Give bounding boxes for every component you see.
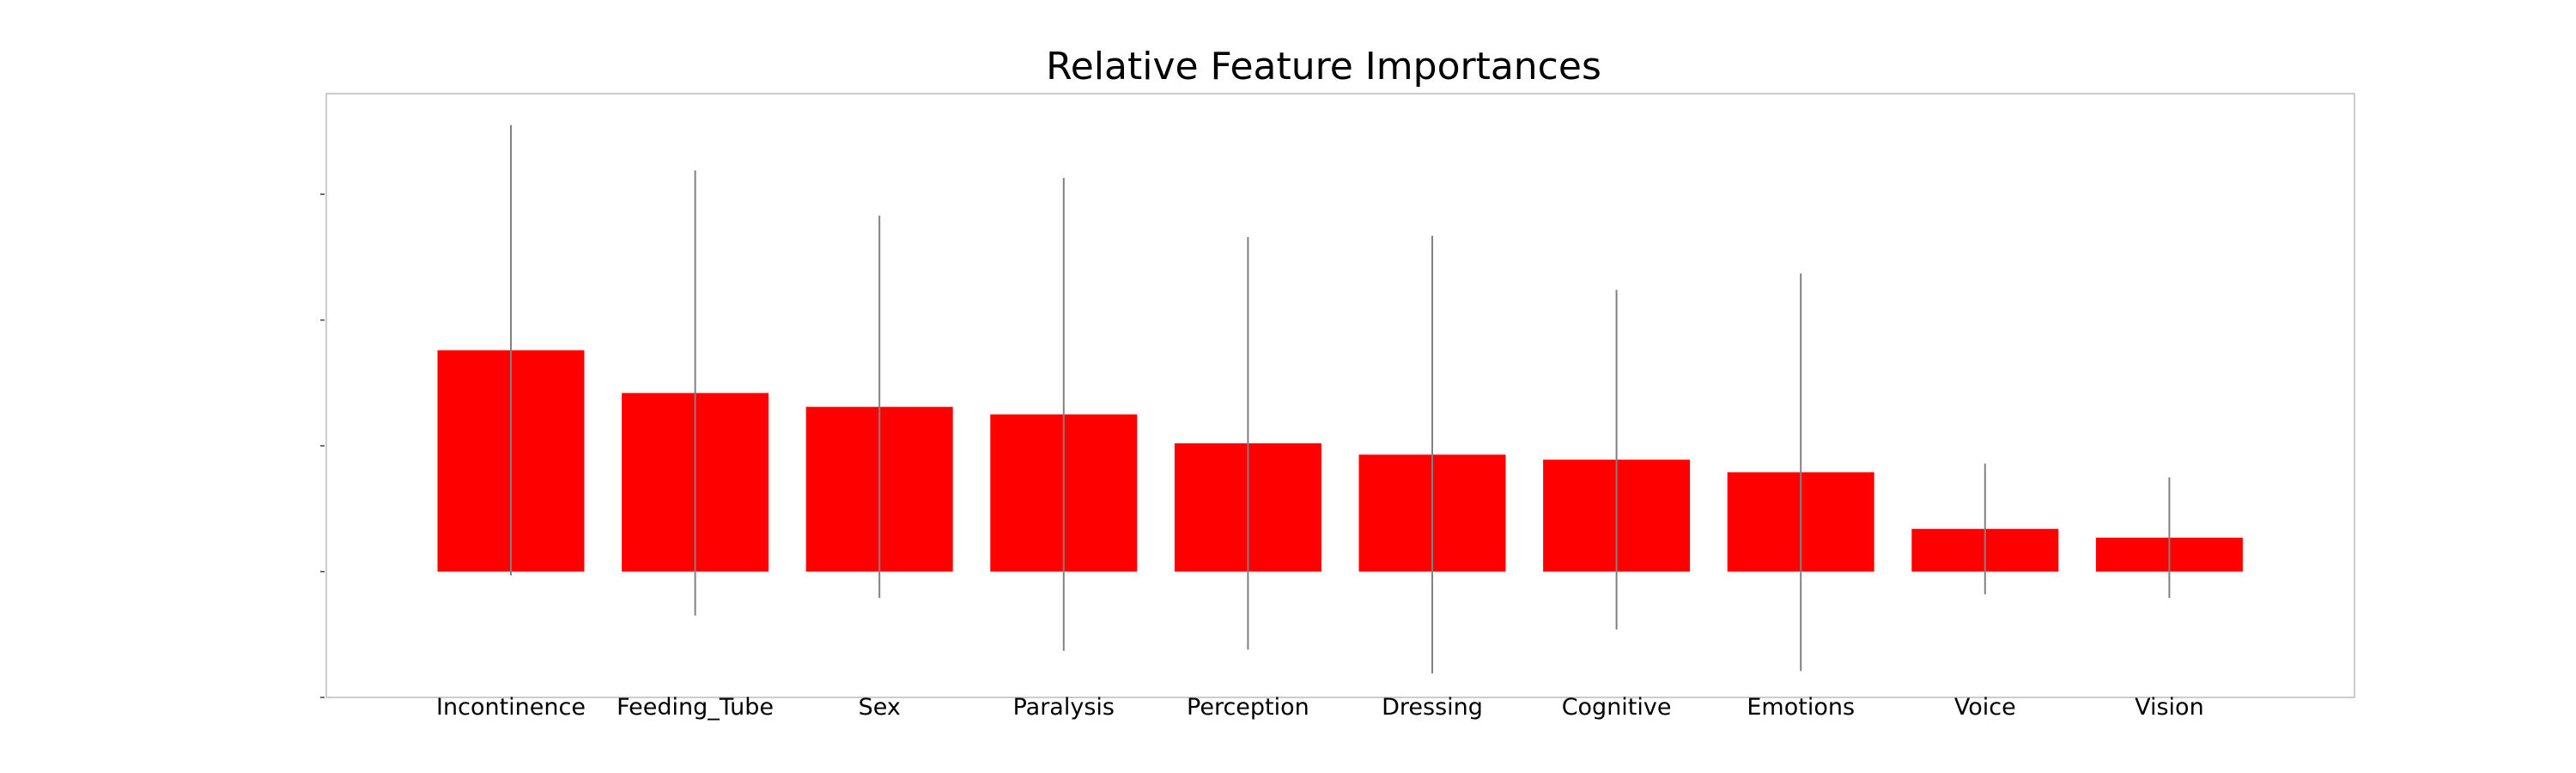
error-bars-group [510,125,2171,674]
x-tick-label-paralysis: Paralysis [1013,694,1115,721]
x-tick-label-dressing: Dressing [1382,694,1483,721]
bars-group [437,350,2243,572]
x-tick-label-cognitive: Cognitive [1562,694,1672,721]
x-tick-labels-group: Incontinence Feeding_Tube Sex Paralysis Perc… [436,694,2204,721]
y-axis-ticks [320,193,325,698]
x-tick-label-vision: Vision [2135,694,2204,721]
x-tick-label-voice: Voice [1954,694,2016,721]
x-tick-label-incontinence: Incontinence [436,694,586,721]
x-tick-label-emotions: Emotions [1747,694,1855,721]
chart-title: Relative Feature Importances [1046,45,1601,88]
x-tick-label-sex: Sex [859,694,901,721]
plot-area-frame [325,93,2355,698]
x-tick-label-feeding-tube: Feeding_Tube [617,694,774,721]
x-tick-label-perception: Perception [1187,694,1309,721]
